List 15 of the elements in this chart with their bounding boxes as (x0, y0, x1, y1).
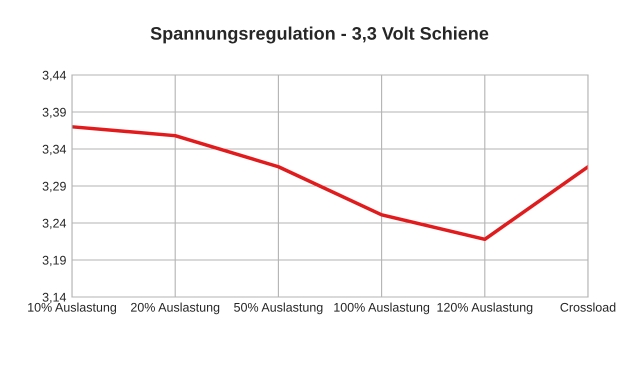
y-tick-label: 3,24 (42, 218, 66, 230)
y-tick-label: 3,19 (42, 256, 66, 266)
line-series (72, 125, 588, 242)
y-tick-label: 3,34 (42, 144, 66, 156)
y-tick-label: 3,14 (42, 292, 66, 304)
x-tick-label: Crossload (560, 302, 616, 312)
x-tick-label: 50% Auslastung (234, 302, 322, 314)
y-tick-label: 3,39 (42, 108, 66, 118)
x-tick-label: 100% Auslastung (334, 302, 430, 314)
y-tick-label: 3,44 (42, 70, 66, 82)
chart-title: Spannungsregulation - 3,3 Volt Schiene (150, 26, 488, 44)
x-tick-label: 20% Auslastung (131, 302, 220, 314)
x-tick-label: 10% Auslastung (28, 302, 116, 314)
y-tick-label: 3,29 (42, 182, 66, 192)
x-tick-label: 120% Auslastung (437, 302, 532, 314)
